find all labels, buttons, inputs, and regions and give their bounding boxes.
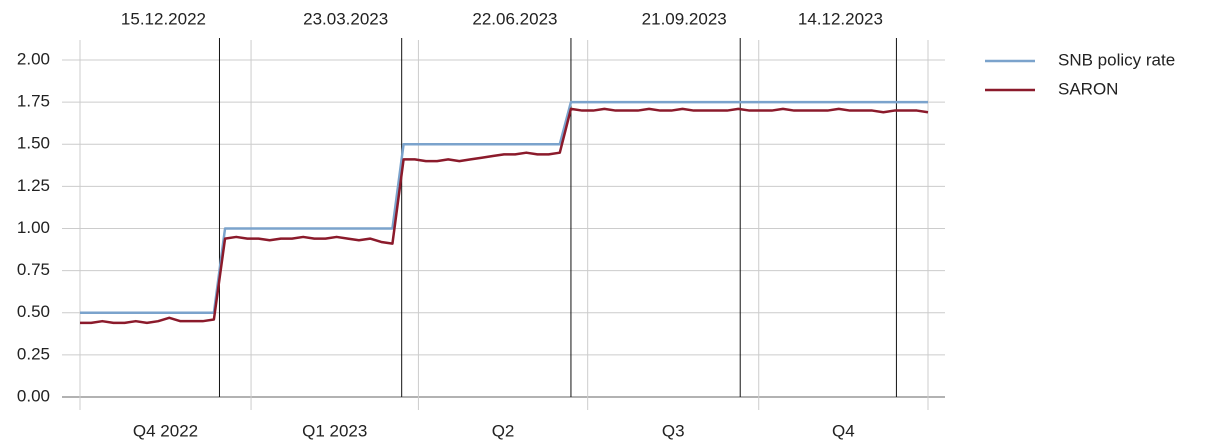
y-tick-label: 1.25 <box>17 176 50 195</box>
x-tick-label: Q4 2022 <box>133 421 198 440</box>
y-tick-label: 1.75 <box>17 92 50 111</box>
legend-label: SNB policy rate <box>1058 50 1175 69</box>
y-tick-label: 2.00 <box>17 49 50 68</box>
event-label: 21.09.2023 <box>642 9 727 28</box>
y-tick-label: 0.75 <box>17 260 50 279</box>
y-tick-label: 1.50 <box>17 134 50 153</box>
y-tick-label: 0.25 <box>17 344 50 363</box>
x-tick-label: Q1 2023 <box>302 421 367 440</box>
x-tick-label: Q2 <box>492 421 515 440</box>
event-label: 22.06.2023 <box>472 9 557 28</box>
y-tick-label: 1.00 <box>17 218 50 237</box>
series-line <box>80 107 929 325</box>
y-tick-label: 0.50 <box>17 302 50 321</box>
legend-label: SARON <box>1058 79 1118 98</box>
series-line <box>80 100 928 314</box>
event-label: 14.12.2023 <box>798 9 883 28</box>
x-tick-label: Q4 <box>832 421 855 440</box>
event-label: 15.12.2022 <box>121 9 206 28</box>
y-tick-label: 0.00 <box>17 386 50 405</box>
x-tick-label: Q3 <box>662 421 685 440</box>
event-label: 23.03.2023 <box>303 9 388 28</box>
